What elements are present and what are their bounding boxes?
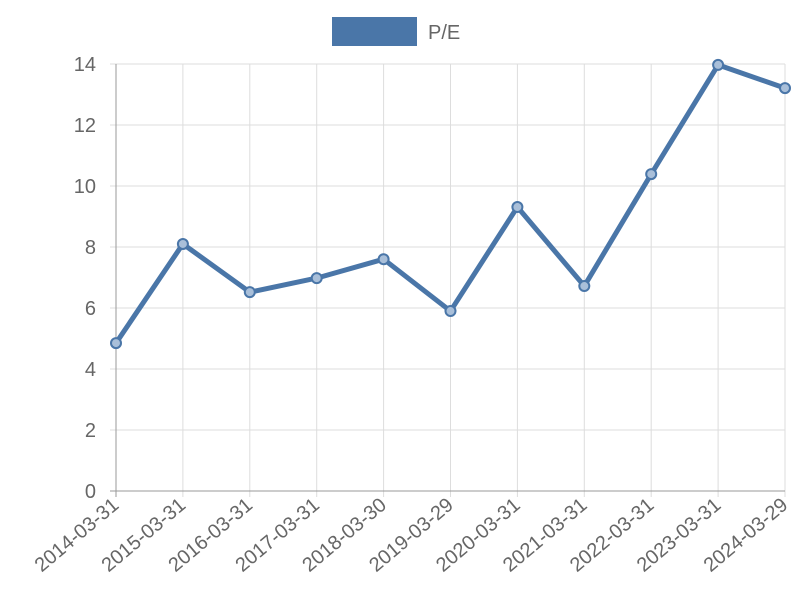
y-tick-label: 12 [74,115,96,137]
legend-swatch [332,17,417,46]
legend-label: P/E [428,22,460,44]
y-tick-label: 10 [74,176,96,198]
y-tick-label: 14 [74,54,96,76]
point [310,272,323,285]
point [779,82,791,95]
point [243,286,256,299]
y-tick-label: 6 [85,298,96,320]
y-tick-label: 4 [85,359,96,381]
point [377,253,390,266]
y-tick-label: 8 [85,237,96,259]
y-tick-label: 2 [85,420,96,442]
point [110,337,122,350]
point [176,237,189,250]
y-tick-label: 0 [85,481,96,503]
point [645,168,658,181]
point [578,280,591,293]
point [511,201,524,214]
point [444,305,457,318]
point [712,58,725,71]
